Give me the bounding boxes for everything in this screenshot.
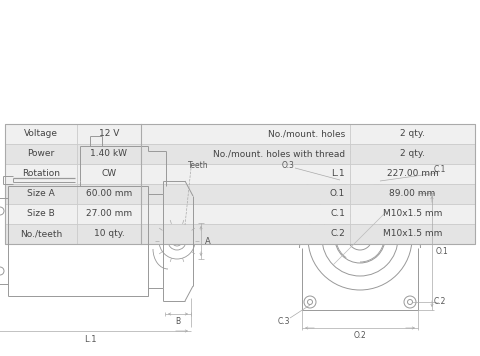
Text: 227.00 mm: 227.00 mm bbox=[386, 169, 438, 178]
Bar bbox=[77, 124, 141, 144]
Text: 10 qty.: 10 qty. bbox=[94, 230, 124, 239]
Bar bbox=[141, 144, 350, 164]
Bar bbox=[77, 164, 141, 184]
Bar bbox=[77, 144, 141, 164]
Text: Power: Power bbox=[27, 150, 55, 158]
Text: O.1: O.1 bbox=[330, 189, 345, 199]
Bar bbox=[5, 164, 77, 184]
Text: Voltage: Voltage bbox=[24, 130, 58, 138]
Text: M10x1.5 mm: M10x1.5 mm bbox=[383, 209, 442, 219]
Text: O.1: O.1 bbox=[436, 247, 448, 256]
Text: C.2: C.2 bbox=[434, 298, 446, 307]
Text: No./mount. holes with thread: No./mount. holes with thread bbox=[213, 150, 345, 158]
Bar bbox=[141, 204, 350, 224]
Bar bbox=[350, 124, 475, 144]
Text: Rotation: Rotation bbox=[22, 169, 60, 178]
Bar bbox=[5, 224, 77, 244]
Text: C.1: C.1 bbox=[434, 166, 446, 174]
Bar bbox=[350, 224, 475, 244]
Text: 89.00 mm: 89.00 mm bbox=[389, 189, 436, 199]
Text: C.2: C.2 bbox=[330, 230, 345, 239]
Bar bbox=[77, 224, 141, 244]
Text: 2 qty.: 2 qty. bbox=[400, 150, 425, 158]
Text: Teeth: Teeth bbox=[188, 162, 208, 171]
Bar bbox=[5, 124, 475, 244]
Text: L.1: L.1 bbox=[331, 169, 345, 178]
Text: B: B bbox=[175, 318, 180, 326]
Text: C.3: C.3 bbox=[278, 318, 290, 326]
Bar bbox=[141, 224, 350, 244]
Text: Size A: Size A bbox=[27, 189, 55, 199]
Bar bbox=[5, 204, 77, 224]
Text: 60.00 mm: 60.00 mm bbox=[86, 189, 132, 199]
Text: 12 V: 12 V bbox=[99, 130, 119, 138]
Bar bbox=[77, 204, 141, 224]
Bar bbox=[141, 184, 350, 204]
Text: 2 qty.: 2 qty. bbox=[400, 130, 425, 138]
Bar bbox=[77, 184, 141, 204]
Text: Size B: Size B bbox=[27, 209, 55, 219]
Bar bbox=[350, 144, 475, 164]
Text: M10x1.5 mm: M10x1.5 mm bbox=[383, 230, 442, 239]
Bar bbox=[5, 184, 77, 204]
Bar bbox=[350, 184, 475, 204]
Text: L.1: L.1 bbox=[84, 335, 97, 344]
Bar bbox=[5, 144, 77, 164]
Text: 1.40 kW: 1.40 kW bbox=[91, 150, 128, 158]
Bar bbox=[350, 164, 475, 184]
Text: 27.00 mm: 27.00 mm bbox=[86, 209, 132, 219]
Bar bbox=[141, 164, 350, 184]
Text: CW: CW bbox=[101, 169, 117, 178]
Text: A: A bbox=[205, 236, 211, 246]
Bar bbox=[141, 124, 350, 144]
Text: No./teeth: No./teeth bbox=[20, 230, 62, 239]
Bar bbox=[350, 204, 475, 224]
Text: O.2: O.2 bbox=[354, 331, 366, 340]
Text: C.1: C.1 bbox=[330, 209, 345, 219]
Bar bbox=[5, 124, 77, 144]
Text: O.3: O.3 bbox=[282, 162, 294, 171]
Text: No./mount. holes: No./mount. holes bbox=[268, 130, 345, 138]
